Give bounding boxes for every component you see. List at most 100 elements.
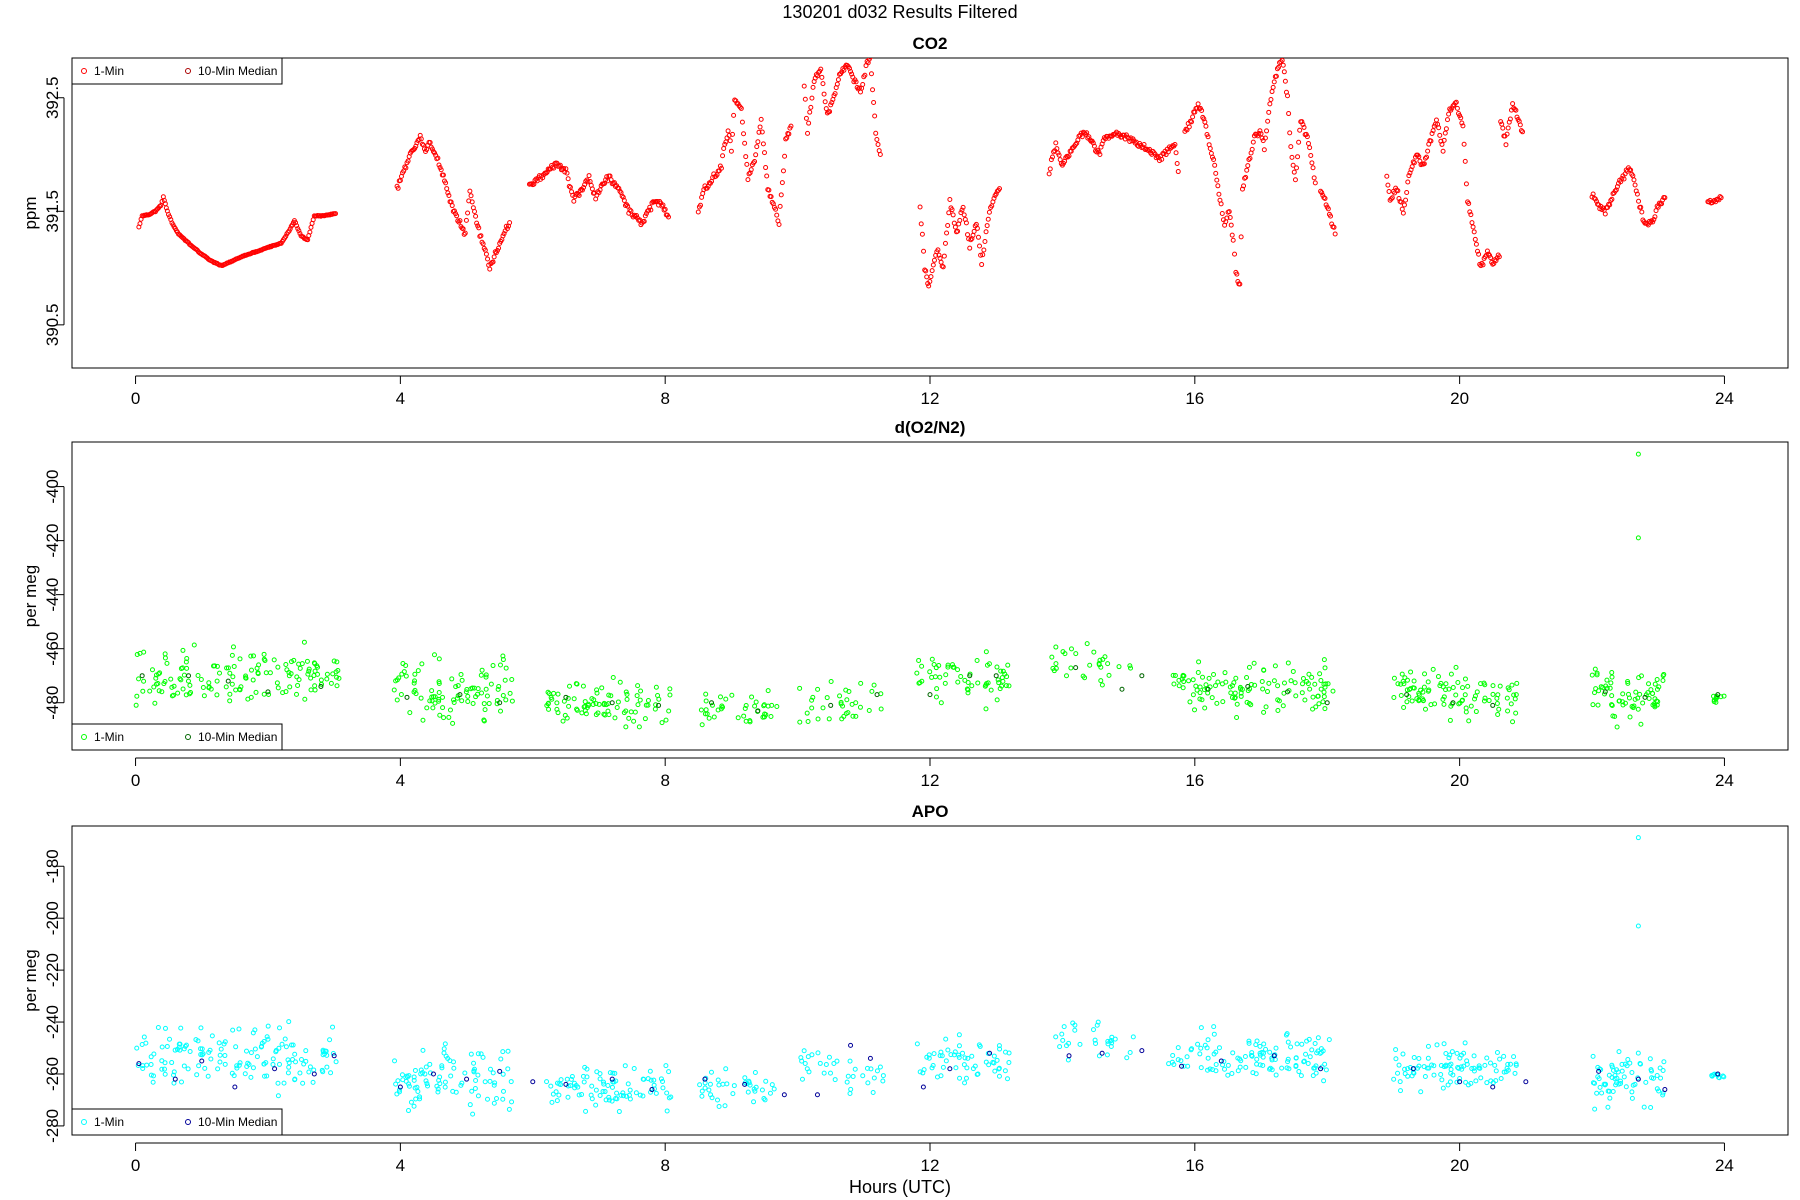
one-min-point <box>320 1069 326 1075</box>
median-point <box>1457 1079 1463 1085</box>
one-min-point <box>1313 1063 1319 1069</box>
one-min-point <box>1635 695 1641 701</box>
one-min-point <box>275 1093 281 1099</box>
one-min-point <box>945 662 951 668</box>
one-min-point <box>1513 107 1519 113</box>
one-min-point <box>1281 69 1287 75</box>
one-min-point <box>448 1073 454 1079</box>
one-min-point <box>500 1088 506 1094</box>
one-min-point <box>730 1091 736 1097</box>
one-min-point <box>206 680 212 686</box>
one-min-point <box>454 213 460 219</box>
one-min-point <box>1178 1058 1184 1064</box>
one-min-point <box>286 1019 292 1025</box>
one-min-point <box>1170 1052 1176 1058</box>
one-min-point <box>162 1025 168 1031</box>
one-min-point <box>407 710 413 716</box>
one-min-point <box>223 684 229 690</box>
one-min-point <box>667 686 673 692</box>
one-min-point <box>1181 673 1187 679</box>
one-min-point <box>776 222 782 228</box>
one-min-point <box>1471 1065 1477 1071</box>
one-min-point <box>1313 1070 1319 1076</box>
one-min-point <box>1622 1061 1628 1067</box>
one-min-point <box>396 1087 402 1093</box>
median-point <box>311 1071 317 1077</box>
one-min-point <box>463 217 469 223</box>
one-min-point <box>714 1097 720 1103</box>
one-min-point <box>417 1096 423 1102</box>
one-min-point <box>402 164 408 170</box>
one-min-point <box>439 1063 445 1069</box>
one-min-point <box>999 683 1005 689</box>
one-min-point <box>571 696 577 702</box>
one-min-point <box>1397 1079 1403 1085</box>
one-min-point <box>1267 101 1273 107</box>
one-min-point <box>965 679 971 685</box>
one-min-point <box>589 186 595 192</box>
one-min-point <box>1496 254 1502 260</box>
one-min-point <box>1292 177 1298 183</box>
one-min-point <box>1205 1037 1211 1043</box>
one-min-point <box>1190 692 1196 698</box>
median-point <box>272 1066 278 1072</box>
one-min-point <box>857 704 863 710</box>
one-min-point <box>1592 690 1598 696</box>
one-min-point <box>1618 1080 1624 1086</box>
one-min-point <box>529 181 535 187</box>
one-min-point <box>180 686 186 692</box>
one-min-point <box>485 1096 491 1102</box>
one-min-point <box>427 139 433 145</box>
one-min-point <box>608 693 614 699</box>
one-min-point <box>1441 1041 1447 1047</box>
one-min-point <box>1257 1062 1263 1068</box>
one-min-point <box>328 680 334 686</box>
one-min-point <box>820 705 826 711</box>
one-min-point <box>757 124 763 130</box>
one-min-point <box>1609 693 1615 699</box>
y-tick-label: -180 <box>43 849 62 883</box>
one-min-point <box>956 1043 962 1049</box>
one-min-point <box>1436 125 1442 131</box>
one-min-point <box>1321 1078 1327 1084</box>
one-min-point <box>699 1093 705 1099</box>
one-min-point <box>169 1060 175 1066</box>
one-min-point <box>864 1065 870 1071</box>
one-min-point <box>473 213 479 219</box>
one-min-point <box>950 664 956 670</box>
one-min-point <box>1299 690 1305 696</box>
one-min-point <box>815 686 821 692</box>
one-min-point <box>308 675 314 681</box>
one-min-point <box>398 692 404 698</box>
one-min-point <box>924 274 930 280</box>
one-min-point <box>930 262 936 268</box>
one-min-point <box>1186 124 1192 130</box>
one-min-point <box>1319 190 1325 196</box>
one-min-point <box>156 688 162 694</box>
one-min-point <box>977 1043 983 1049</box>
one-min-point <box>555 710 561 716</box>
one-min-point <box>413 1096 419 1102</box>
one-min-point <box>1401 681 1407 687</box>
one-min-point <box>487 1066 493 1072</box>
one-min-point <box>178 1025 184 1031</box>
one-min-point <box>961 1062 967 1068</box>
one-min-point <box>741 713 747 719</box>
one-min-point <box>1053 1034 1059 1040</box>
one-min-point <box>566 703 572 709</box>
one-min-point <box>1207 145 1213 151</box>
one-min-point <box>1444 117 1450 123</box>
one-min-point <box>597 1076 603 1082</box>
one-min-point <box>472 1085 478 1091</box>
one-min-point <box>1185 1063 1191 1069</box>
one-min-point <box>1633 689 1639 695</box>
y-axis-label: per meg <box>21 949 40 1011</box>
one-min-point <box>167 1036 173 1042</box>
one-min-point <box>852 1066 858 1072</box>
one-min-point <box>1255 133 1261 139</box>
one-min-point <box>1091 143 1097 149</box>
one-min-point <box>250 1065 256 1071</box>
one-min-point <box>243 675 249 681</box>
one-min-point <box>484 693 490 699</box>
one-min-point <box>1416 1056 1422 1062</box>
